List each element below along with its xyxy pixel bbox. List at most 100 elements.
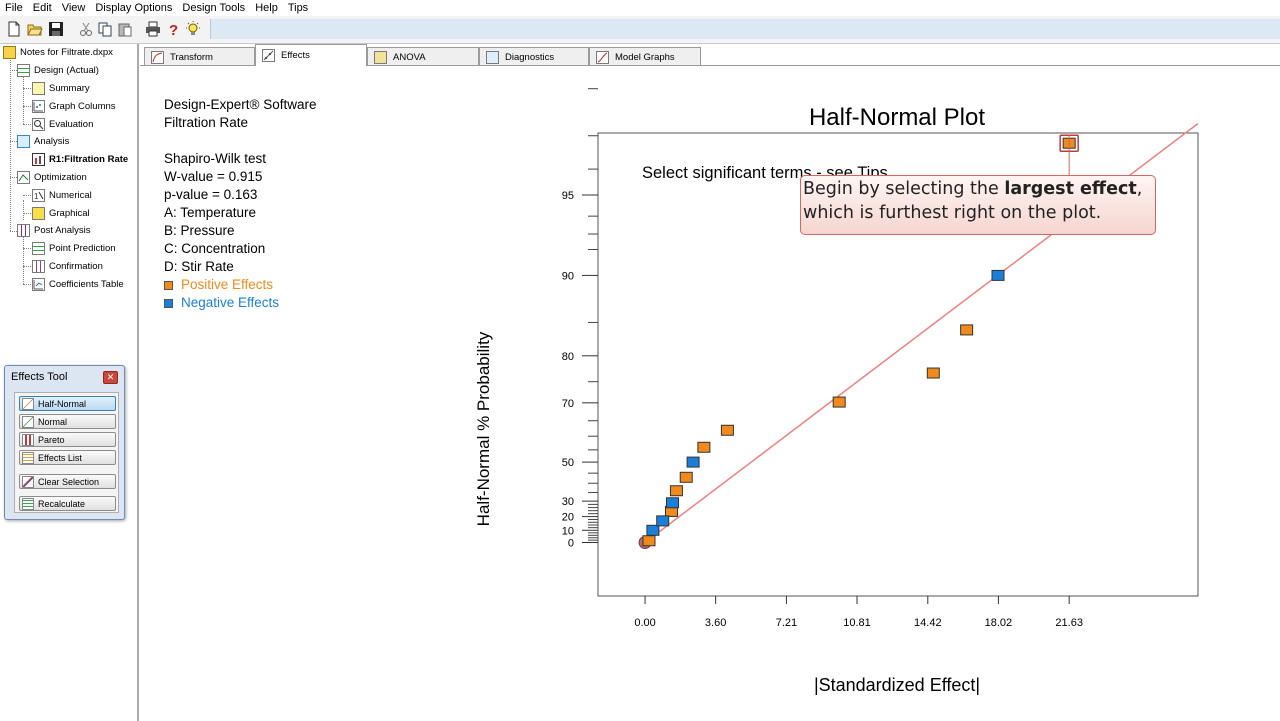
model-graphs-icon xyxy=(596,50,609,64)
menu-tips[interactable]: Tips xyxy=(287,2,309,14)
anova-icon xyxy=(374,50,387,64)
normality-test: Shapiro-Wilk test xyxy=(164,151,267,166)
tree-item-confirmation[interactable]: Confirmation xyxy=(32,258,103,275)
cut-icon[interactable] xyxy=(78,21,94,37)
point-prediction-icon xyxy=(32,242,45,255)
legend-positive: Positive Effects xyxy=(164,276,317,294)
y-axis: 0102030507080909599 xyxy=(562,88,598,550)
tree-item-label: Summary xyxy=(49,83,90,94)
positive-effect-point[interactable] xyxy=(697,441,711,453)
negative-effect-point[interactable] xyxy=(656,515,670,527)
menu-file[interactable]: File xyxy=(5,2,23,14)
confirmation-icon xyxy=(32,260,45,273)
negative-effect-point[interactable] xyxy=(686,456,700,468)
recalculate-icon xyxy=(22,497,34,510)
effect-points xyxy=(638,134,1079,549)
menu-display-options[interactable]: Display Options xyxy=(95,2,173,14)
tree-item-analysis[interactable]: Analysis xyxy=(17,133,69,150)
svg-text:1: 1 xyxy=(34,192,39,201)
clear-selection-label: Clear Selection xyxy=(38,476,100,487)
transform-icon xyxy=(151,50,164,64)
tab-diagnostics[interactable]: Diagnostics xyxy=(479,47,589,66)
copy-icon[interactable] xyxy=(97,21,113,37)
effects-list-label: Effects List xyxy=(38,452,82,463)
effects-list-icon xyxy=(22,451,34,464)
positive-effect-point[interactable] xyxy=(642,535,656,547)
pareto-icon xyxy=(22,433,34,446)
tree-item-label: Evaluation xyxy=(49,119,94,130)
tree-item-r1-filtration-rate[interactable]: R1:Filtration Rate xyxy=(32,151,128,168)
tree-item-label: Graph Columns xyxy=(49,101,116,112)
tree-item-point-prediction[interactable]: Point Prediction xyxy=(32,240,116,257)
open-folder-icon[interactable] xyxy=(27,21,43,37)
half-normal-chart: Half-Normal Plot Select significant term… xyxy=(474,88,1199,695)
clear-selection-button[interactable]: Clear Selection xyxy=(19,474,116,489)
callout-text-start: Begin by selecting the xyxy=(803,179,1005,199)
new-file-icon[interactable] xyxy=(6,21,22,37)
effects-icon xyxy=(262,49,275,62)
effects-list-button[interactable]: Effects List xyxy=(19,450,116,465)
x-tick-label: 18.02 xyxy=(985,617,1013,629)
magnifier-icon xyxy=(32,118,45,131)
tab-model-graphs[interactable]: Model Graphs xyxy=(589,47,701,66)
positive-effect-point[interactable] xyxy=(832,396,846,408)
positive-effect-point[interactable] xyxy=(720,424,734,436)
print-icon[interactable] xyxy=(145,21,161,37)
tree-item-numerical[interactable]: 1 Numerical xyxy=(32,187,92,204)
recalculate-button[interactable]: Recalculate xyxy=(19,496,116,511)
tree-item-design[interactable]: Design (Actual) xyxy=(17,62,99,79)
tip-callout xyxy=(800,175,1156,235)
tree-item-graphical[interactable]: Graphical xyxy=(32,205,90,222)
factor-b: B: Pressure xyxy=(164,223,235,238)
half-normal-label: Half-Normal xyxy=(38,398,87,409)
half-normal-button[interactable]: Half-Normal xyxy=(19,396,116,411)
paste-icon[interactable] xyxy=(117,21,133,37)
help-icon[interactable]: ? xyxy=(166,21,182,37)
tree-item-graph-columns[interactable]: Graph Columns xyxy=(32,98,116,115)
negative-effect-point[interactable] xyxy=(646,524,660,536)
negative-effect-point[interactable] xyxy=(991,269,1005,281)
tip-bulb-icon[interactable] xyxy=(185,21,201,37)
legend-negative: Negative Effects xyxy=(164,294,317,312)
graphical-icon xyxy=(32,207,45,220)
tree-item-evaluation[interactable]: Evaluation xyxy=(32,116,93,133)
positive-effect-point[interactable] xyxy=(960,324,974,336)
menu-design-tools[interactable]: Design Tools xyxy=(182,2,246,14)
x-tick-label: 7.21 xyxy=(776,617,797,629)
pareto-button[interactable]: Pareto xyxy=(19,432,116,447)
x-tick-label: 14.42 xyxy=(914,617,942,629)
tree-item-label: Numerical xyxy=(49,190,92,201)
factor-d: D: Stir Rate xyxy=(164,259,234,274)
eraser-icon xyxy=(22,475,34,488)
menu-view[interactable]: View xyxy=(61,2,86,14)
tree-item-coefficients-table[interactable]: Coefficients Table xyxy=(32,276,124,293)
tree-item-post-analysis[interactable]: Post Analysis xyxy=(17,222,91,239)
positive-effect-point[interactable] xyxy=(679,471,693,483)
x-axis-title: |Standardized Effect| xyxy=(814,675,980,695)
negative-effect-point[interactable] xyxy=(666,497,680,509)
tab-anova[interactable]: ANOVA xyxy=(367,47,479,66)
graph-columns-icon xyxy=(32,100,45,113)
effects-tool-title: Effects Tool xyxy=(11,371,68,383)
tab-effects[interactable]: Effects xyxy=(255,44,367,66)
positive-effect-point[interactable] xyxy=(669,485,683,497)
y-tick-label: 50 xyxy=(562,457,574,469)
x-tick-label: 3.60 xyxy=(705,617,726,629)
menu-edit[interactable]: Edit xyxy=(32,2,52,14)
tree-root[interactable]: Notes for Filtrate.dxpx xyxy=(3,44,113,61)
optimization-icon xyxy=(17,171,30,184)
tree-item-summary[interactable]: Summary xyxy=(32,80,90,97)
normal-button[interactable]: Normal xyxy=(19,414,116,429)
tree-item-optimization[interactable]: Optimization xyxy=(17,169,87,186)
toolbar-strip xyxy=(210,19,1280,39)
x-tick-label: 21.63 xyxy=(1055,617,1083,629)
callout-emphasis: largest effect xyxy=(1004,179,1137,199)
menu-help[interactable]: Help xyxy=(255,2,278,14)
factor-c: C: Concentration xyxy=(164,241,266,256)
close-icon[interactable]: ✕ xyxy=(103,371,118,384)
save-icon[interactable] xyxy=(48,21,64,37)
tab-transform[interactable]: Transform xyxy=(144,47,255,66)
positive-effect-point[interactable] xyxy=(926,367,940,379)
y-tick-label: 70 xyxy=(562,398,574,410)
positive-swatch xyxy=(164,280,173,290)
